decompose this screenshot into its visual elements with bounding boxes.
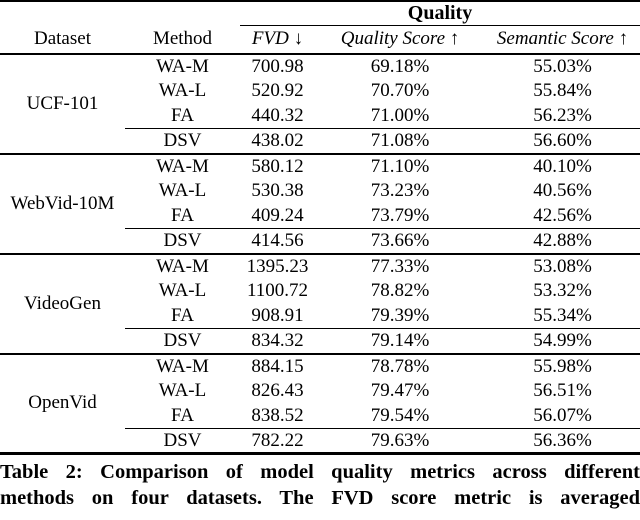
semantic-score-value: 40.10%: [533, 155, 592, 177]
dataset-label: OpenVid: [0, 353, 125, 455]
method-cell: FA: [171, 304, 194, 326]
method-cell: DSV: [125, 328, 240, 355]
method-cell: DSV: [125, 228, 240, 255]
fvd-value: 520.92: [251, 80, 304, 102]
semantic-score-value: 56.23%: [533, 104, 592, 126]
method-cell: WA-L: [158, 80, 207, 102]
method-cell: WA-M: [156, 355, 209, 377]
quality-score-value: 78.78%: [370, 355, 430, 377]
fvd-value: 838.52: [251, 404, 304, 426]
table-row: UCF-101 WA-M 700.98 69.18% 55.03%: [0, 53, 640, 155]
quality-metrics-table: Quality Dataset Method FVD ↓ Quality Sco…: [0, 0, 640, 455]
semantic-score-value: 56.36%: [485, 428, 640, 455]
semantic-score-value: 42.56%: [533, 204, 592, 226]
quality-score-value: 73.66%: [315, 228, 485, 255]
method-cell: WA-M: [156, 255, 209, 277]
semantic-score-value: 54.99%: [485, 328, 640, 355]
quality-score-value: 69.18%: [370, 55, 430, 77]
table-row: WA-L 1100.72 78.82% 53.32%: [0, 279, 640, 304]
table-row: FA 409.24 73.79% 42.56%: [0, 204, 640, 229]
method-cell: FA: [171, 204, 194, 226]
table-row: FA 908.91 79.39% 55.34%: [0, 304, 640, 329]
method-cell: FA: [171, 104, 194, 126]
fvd-value: 834.32: [240, 328, 315, 355]
fvd-value: 409.24: [251, 204, 304, 226]
table-row: DSV 782.22 79.63% 56.36%: [0, 428, 640, 455]
col-header-semantic-score: Semantic Score ↑: [485, 25, 640, 55]
method-cell: FA: [171, 404, 194, 426]
col-header-quality-score: Quality Score ↑: [315, 25, 485, 55]
quality-score-value: 71.00%: [370, 104, 430, 126]
table-row: FA 440.32 71.00% 56.23%: [0, 104, 640, 129]
semantic-score-value: 55.34%: [533, 304, 592, 326]
table-caption: Table 2: Comparison of model quality met…: [0, 459, 640, 511]
column-header-row: Dataset Method FVD ↓ Quality Score ↑ Sem…: [0, 25, 640, 55]
fvd-value: 908.91: [251, 304, 304, 326]
semantic-score-value: 53.08%: [533, 255, 592, 277]
fvd-value: 884.15: [251, 355, 304, 377]
quality-score-value: 70.70%: [370, 80, 430, 102]
quality-span-header: Quality: [240, 0, 640, 26]
dataset-label: UCF-101: [0, 53, 125, 155]
table-row: WA-L 520.92 70.70% 55.84%: [0, 79, 640, 104]
quality-score-value: 79.14%: [315, 328, 485, 355]
semantic-score-value: 40.56%: [533, 180, 592, 202]
semantic-score-value: 56.07%: [533, 404, 592, 426]
caption-line-2: methods on four datasets. The FVD score …: [0, 487, 640, 509]
quality-score-value: 78.82%: [370, 280, 430, 302]
semantic-score-value: 53.32%: [533, 280, 592, 302]
table-row: WA-L 826.43 79.47% 56.51%: [0, 379, 640, 404]
quality-score-value: 71.10%: [370, 155, 430, 177]
method-cell: DSV: [125, 428, 240, 455]
caption-line-1: Table 2: Comparison of model quality met…: [0, 461, 640, 483]
fvd-value: 580.12: [251, 155, 304, 177]
fvd-value: 1100.72: [246, 280, 309, 302]
dataset-label: VideoGen: [0, 253, 125, 355]
method-cell: WA-L: [158, 280, 207, 302]
table-row: VideoGen WA-M 1395.23 77.33% 53.08%: [0, 253, 640, 355]
fvd-value: 1395.23: [246, 255, 309, 277]
dataset-label: WebVid-10M: [0, 153, 125, 255]
fvd-value: 700.98: [251, 55, 304, 77]
fvd-value: 782.22: [240, 428, 315, 455]
col-header-dataset: Dataset: [0, 25, 125, 55]
semantic-score-value: 55.03%: [533, 55, 592, 77]
table-row: DSV 438.02 71.08% 56.60%: [0, 128, 640, 155]
table-row: DSV 414.56 73.66% 42.88%: [0, 228, 640, 255]
fvd-value: 826.43: [251, 380, 304, 402]
col-header-method: Method: [125, 25, 240, 55]
semantic-score-value: 42.88%: [485, 228, 640, 255]
semantic-score-value: 55.98%: [533, 355, 592, 377]
quality-score-value: 79.63%: [315, 428, 485, 455]
quality-score-value: 79.54%: [370, 404, 430, 426]
table-row: FA 838.52 79.54% 56.07%: [0, 404, 640, 429]
quality-span-row: Quality: [0, 0, 640, 26]
table-row: DSV 834.32 79.14% 54.99%: [0, 328, 640, 355]
col-header-fvd: FVD ↓: [240, 25, 315, 55]
quality-score-value: 79.47%: [370, 380, 430, 402]
method-cell: WA-L: [158, 180, 207, 202]
fvd-value: 438.02: [240, 128, 315, 155]
quality-score-value: 73.23%: [370, 180, 430, 202]
quality-score-value: 77.33%: [370, 255, 430, 277]
quality-score-value: 73.79%: [370, 204, 430, 226]
method-cell: WA-L: [158, 380, 207, 402]
semantic-score-value: 55.84%: [533, 80, 592, 102]
semantic-score-value: 56.51%: [533, 380, 592, 402]
header-spacer: [0, 0, 240, 26]
quality-score-value: 71.08%: [315, 128, 485, 155]
table-row: WebVid-10M WA-M 580.12 71.10% 40.10%: [0, 153, 640, 255]
table-row: WA-L 530.38 73.23% 40.56%: [0, 179, 640, 204]
fvd-value: 414.56: [240, 228, 315, 255]
method-cell: WA-M: [156, 55, 209, 77]
method-cell: WA-M: [156, 155, 209, 177]
fvd-value: 440.32: [251, 104, 304, 126]
method-cell: DSV: [125, 128, 240, 155]
fvd-value: 530.38: [251, 180, 304, 202]
table-row: OpenVid WA-M 884.15 78.78% 55.98%: [0, 353, 640, 455]
quality-score-value: 79.39%: [370, 304, 430, 326]
semantic-score-value: 56.60%: [485, 128, 640, 155]
